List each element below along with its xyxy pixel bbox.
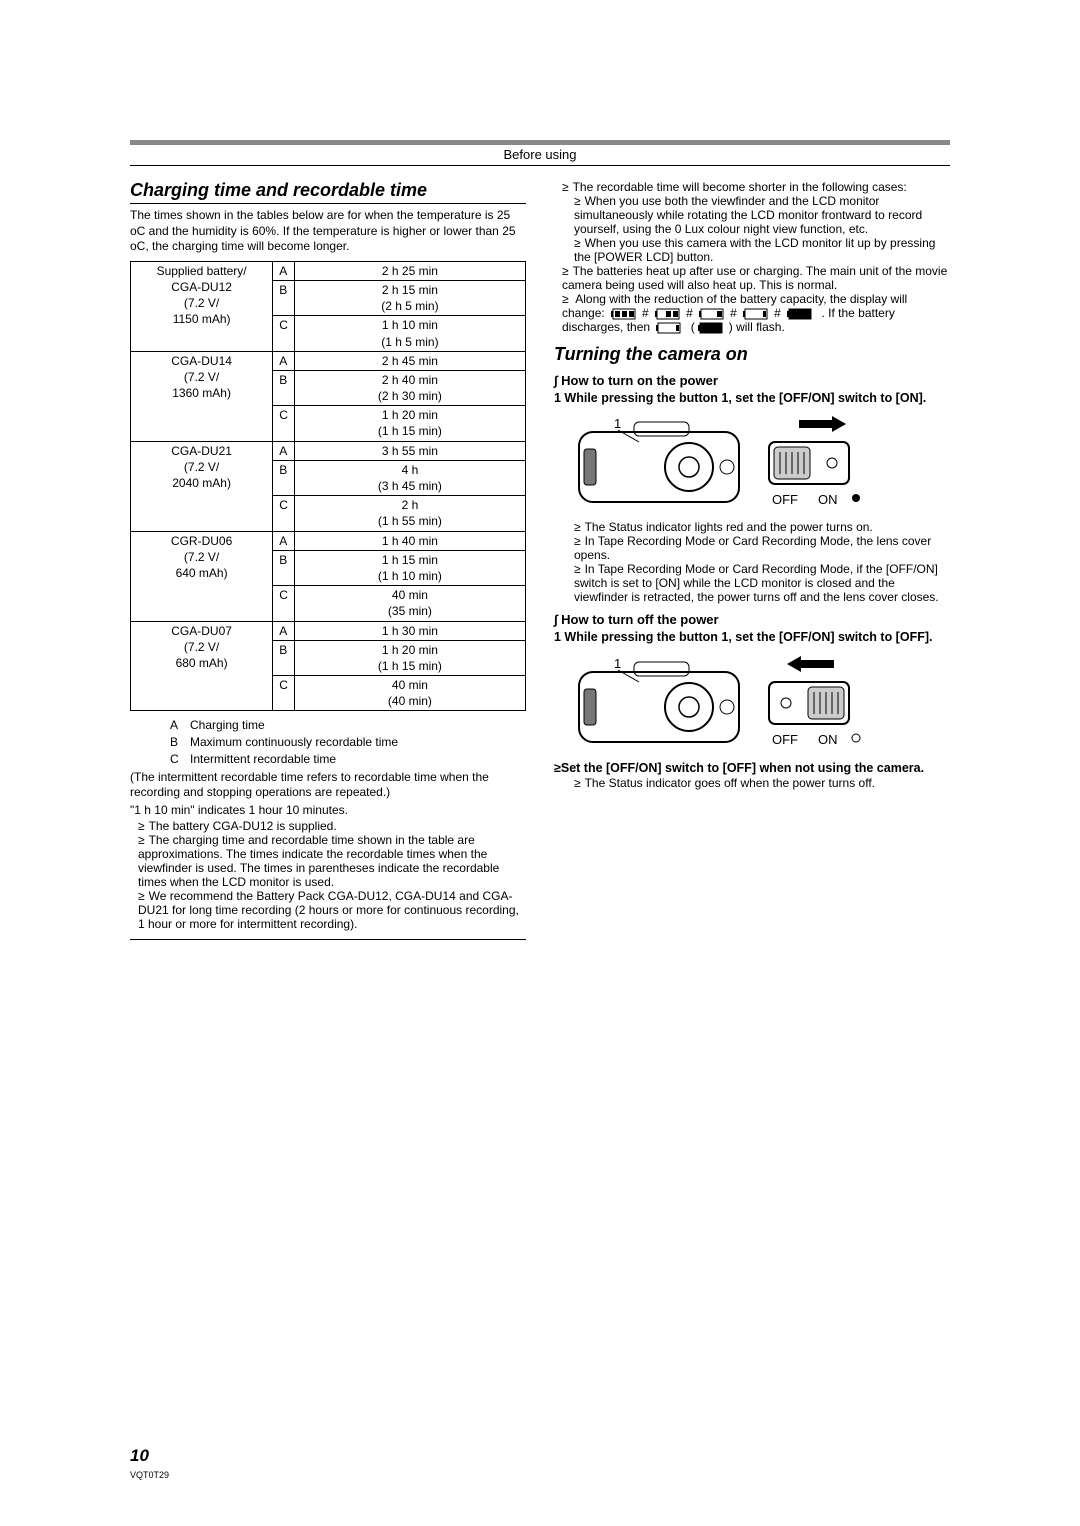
table-cell-code: C — [273, 406, 295, 441]
right-top-list: The recordable time will become shorter … — [562, 180, 950, 194]
left-divider — [130, 939, 526, 940]
table-cell-time: 2 h 45 min — [294, 351, 525, 370]
table-cell-time: 1 h 30 min — [294, 621, 525, 640]
battery-table: Supplied battery/CGA-DU12(7.2 V/1150 mAh… — [130, 261, 526, 712]
recordable-shorter-bullet: The recordable time will become shorter … — [562, 180, 950, 194]
table-legend: ACharging time BMaximum continuously rec… — [170, 717, 526, 767]
table-cell-code: B — [273, 280, 295, 315]
table-cell-time: 1 h 20 min(1 h 15 min) — [294, 406, 525, 441]
table-cell-time: 1 h 40 min — [294, 531, 525, 550]
table-cell-time: 2 h(1 h 55 min) — [294, 496, 525, 531]
battery-icon-1 — [743, 308, 771, 320]
table-cell-time: 1 h 10 min(1 h 5 min) — [294, 316, 525, 351]
turn-off-bullet: The Status indicator goes off when the p… — [574, 776, 950, 790]
header-rule-thin — [130, 165, 950, 166]
heat-bullet: The batteries heat up after use or charg… — [562, 264, 950, 292]
page-number: 10 — [130, 1446, 149, 1466]
table-cell-code: B — [273, 460, 295, 495]
table-cell-time: 1 h 20 min(1 h 15 min) — [294, 640, 525, 675]
legend-c: Intermittent recordable time — [190, 751, 336, 768]
how-turn-off-heading: ∫ How to turn off the power — [554, 612, 950, 627]
document-id: VQT0T29 — [130, 1470, 169, 1480]
turn-off-step: 1 While pressing the button 1, set the [… — [554, 629, 950, 645]
legend-a: Charging time — [190, 717, 265, 734]
turning-on-heading: Turning the camera on — [554, 344, 950, 365]
how-turn-on-heading: ∫ How to turn on the power — [554, 373, 950, 388]
table-cell-code: C — [273, 676, 295, 711]
intro-paragraph: The times shown in the tables below are … — [130, 208, 526, 255]
battery-display-line: Along with the reduction of the battery … — [562, 292, 950, 334]
table-cell-code: C — [273, 316, 295, 351]
charging-time-heading: Charging time and recordable time — [130, 180, 526, 204]
table-cell-code: A — [273, 261, 295, 280]
heat-battery-list: The batteries heat up after use or charg… — [562, 264, 950, 334]
list-item: In Tape Recording Mode or Card Recording… — [574, 534, 950, 562]
format-note: "1 h 10 min" indicates 1 hour 10 minutes… — [130, 803, 526, 819]
table-cell-time: 4 h(3 h 45 min) — [294, 460, 525, 495]
table-cell-code: A — [273, 441, 295, 460]
off-note: ≥Set the [OFF/ON] switch to [OFF] when n… — [554, 760, 950, 776]
on-label-2: ON — [818, 732, 838, 747]
right-column: The recordable time will become shorter … — [554, 180, 950, 940]
camera-on-illustration: 1 OFF ON — [574, 414, 864, 514]
svg-text:1: 1 — [614, 656, 621, 671]
svg-text:1: 1 — [614, 416, 621, 431]
recordable-sub-list: When you use both the viewfinder and the… — [574, 194, 950, 264]
list-item: The Status indicator lights red and the … — [574, 520, 950, 534]
turn-on-bullet-list: The Status indicator lights red and the … — [574, 520, 950, 604]
header-rule-thick — [130, 140, 950, 145]
table-cell-code: B — [273, 640, 295, 675]
section-header: Before using — [130, 147, 950, 162]
table-cell-time: 2 h 15 min(2 h 5 min) — [294, 280, 525, 315]
content-columns: Charging time and recordable time The ti… — [130, 180, 950, 940]
list-item: In Tape Recording Mode or Card Recording… — [574, 562, 950, 604]
list-item: The charging time and recordable time sh… — [138, 833, 526, 889]
battery-icon-flash-2 — [698, 322, 726, 334]
table-cell-time: 2 h 25 min — [294, 261, 525, 280]
off-label-2: OFF — [772, 732, 798, 747]
table-cell-code: A — [273, 351, 295, 370]
list-item: We recommend the Battery Pack CGA-DU12, … — [138, 889, 526, 931]
table-cell-time: 3 h 55 min — [294, 441, 525, 460]
battery-icon-2 — [699, 308, 727, 320]
turn-on-step: 1 While pressing the button 1, set the [… — [554, 390, 950, 406]
table-cell-time: 40 min(35 min) — [294, 586, 525, 621]
battery-icon-empty — [787, 308, 815, 320]
table-cell-battery: CGA-DU21(7.2 V/2040 mAh) — [131, 441, 273, 531]
legend-b: Maximum continuously recordable time — [190, 734, 398, 751]
legend-note: (The intermittent recordable time refers… — [130, 770, 526, 801]
table-cell-battery: CGR-DU06(7.2 V/640 mAh) — [131, 531, 273, 621]
table-cell-battery: Supplied battery/CGA-DU12(7.2 V/1150 mAh… — [131, 261, 273, 351]
table-cell-battery: CGA-DU14(7.2 V/1360 mAh) — [131, 351, 273, 441]
table-cell-code: A — [273, 621, 295, 640]
off-label: OFF — [772, 492, 798, 507]
table-cell-time: 1 h 15 min(1 h 10 min) — [294, 550, 525, 585]
table-cell-code: B — [273, 550, 295, 585]
list-item: The battery CGA-DU12 is supplied. — [138, 819, 526, 833]
left-bullet-list: The battery CGA-DU12 is supplied.The cha… — [138, 819, 526, 931]
battery-icon-full — [611, 308, 639, 320]
table-cell-code: C — [273, 496, 295, 531]
list-item: When you use both the viewfinder and the… — [574, 194, 950, 236]
battery-icon-3 — [655, 308, 683, 320]
turn-off-bullet-list: The Status indicator goes off when the p… — [574, 776, 950, 790]
table-cell-battery: CGA-DU07(7.2 V/680 mAh) — [131, 621, 273, 711]
camera-off-illustration: 1 OFF ON — [574, 654, 864, 754]
table-cell-time: 40 min(40 min) — [294, 676, 525, 711]
table-cell-time: 2 h 40 min(2 h 30 min) — [294, 370, 525, 405]
left-column: Charging time and recordable time The ti… — [130, 180, 526, 940]
list-item: When you use this camera with the LCD mo… — [574, 236, 950, 264]
table-cell-code: C — [273, 586, 295, 621]
battery-icon-flash-1 — [656, 322, 684, 334]
table-cell-code: A — [273, 531, 295, 550]
table-cell-code: B — [273, 370, 295, 405]
on-label: ON — [818, 492, 838, 507]
